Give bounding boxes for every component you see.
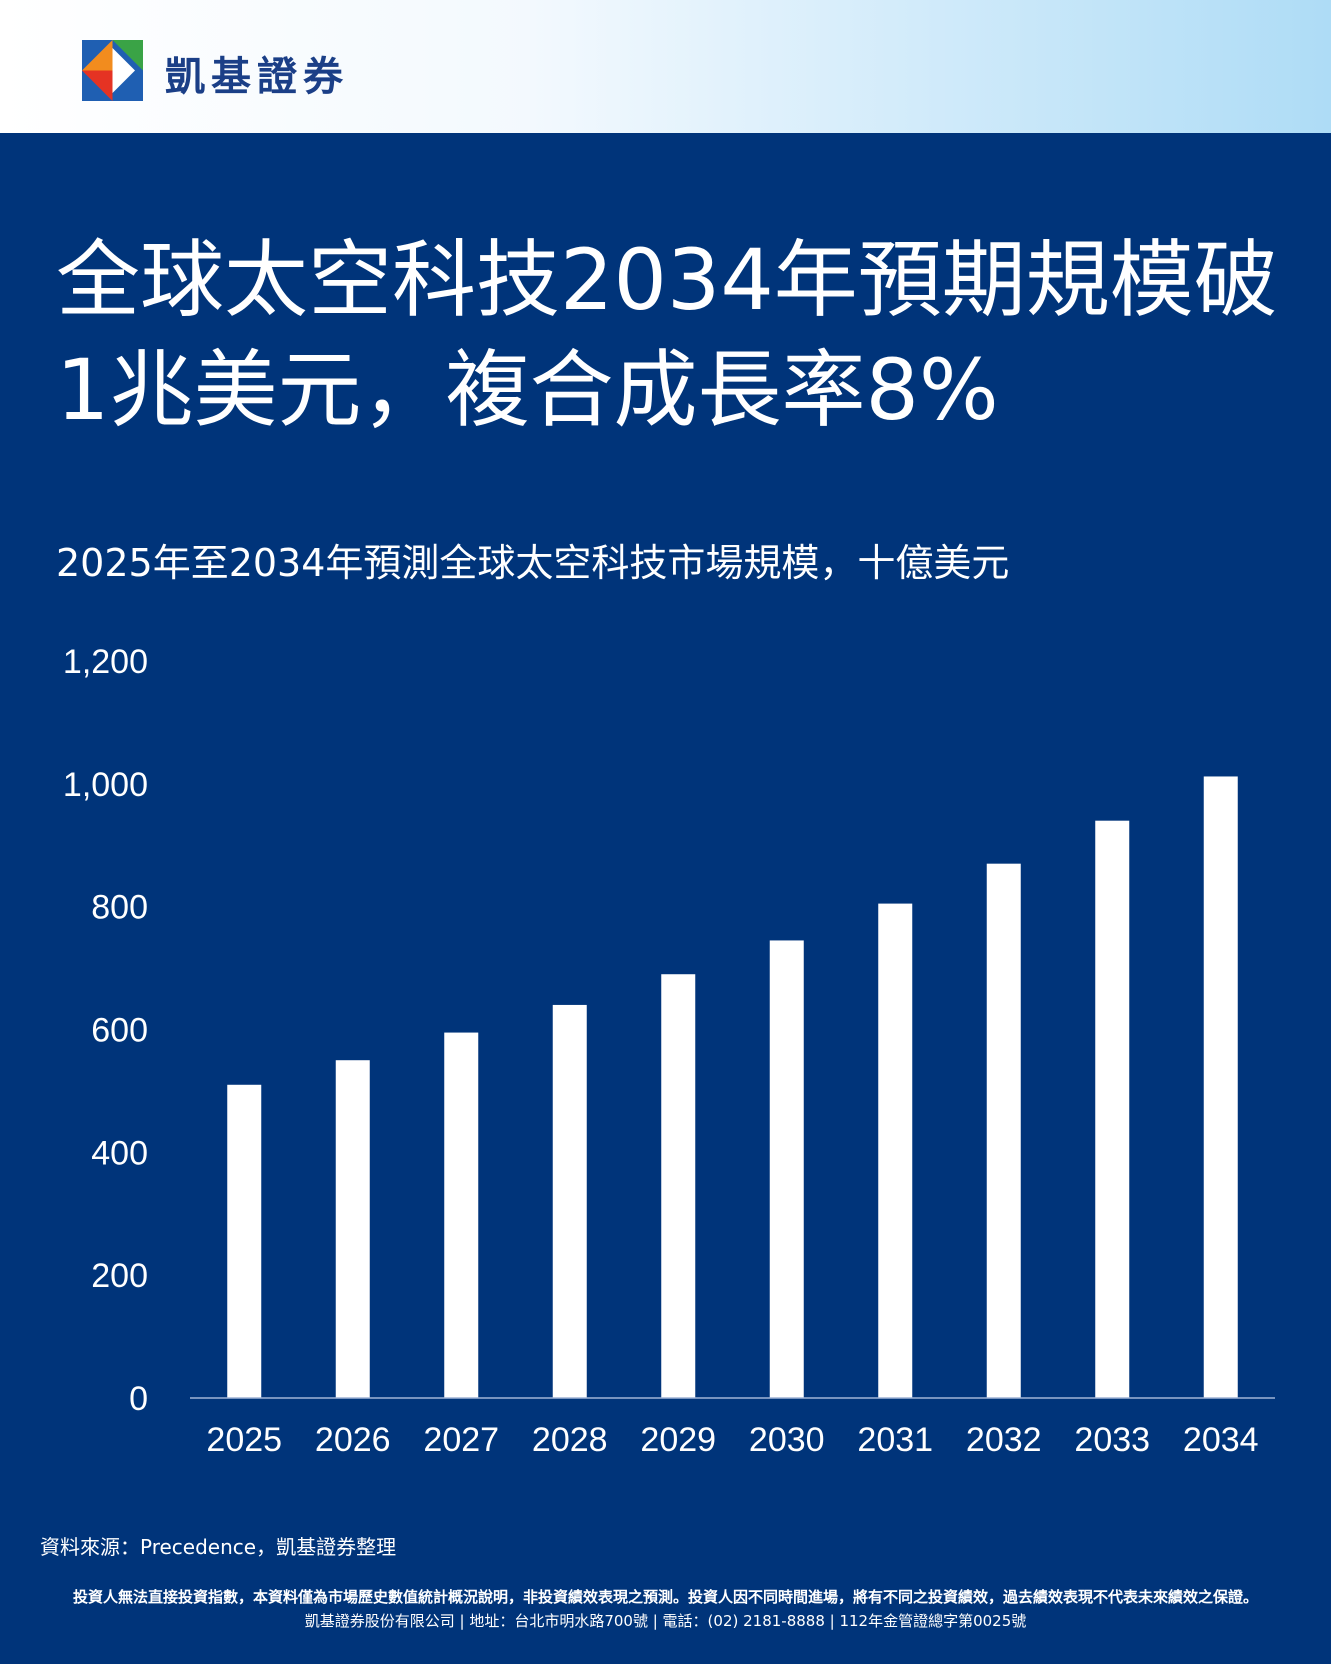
x-tick-label: 2031 xyxy=(857,1421,933,1459)
bar xyxy=(444,1032,479,1398)
x-tick-label: 2034 xyxy=(1183,1421,1259,1459)
y-tick-label: 600 xyxy=(91,1012,148,1050)
bar xyxy=(552,1004,587,1398)
y-tick-label: 1,000 xyxy=(63,766,148,804)
logo-white xyxy=(112,48,135,93)
company-info: 凱基證券股份有限公司 | 地址：台北市明水路700號 | 電話：(02) 218… xyxy=(304,1612,1027,1630)
y-tick-label: 800 xyxy=(91,889,148,927)
disclaimer-text: 投資人無法直接投資指數，本資料僅為市場歷史數值統計概況說明，非投資績效表現之預測… xyxy=(72,1588,1258,1606)
page-title: 全球太空科技2034年預期規模破 1兆美元，複合成長率8% xyxy=(56,225,1296,445)
bar xyxy=(986,863,1021,1398)
bar xyxy=(878,903,913,1398)
bar xyxy=(1203,776,1238,1398)
x-tick-label: 2027 xyxy=(423,1421,499,1459)
x-tick-label: 2033 xyxy=(1074,1421,1150,1459)
logo-red xyxy=(82,70,113,101)
kgi-logo-icon xyxy=(82,40,143,101)
bar xyxy=(335,1060,370,1398)
title-line-1: 全球太空科技2034年預期規模破 xyxy=(56,231,1278,329)
bar xyxy=(661,974,696,1398)
x-tick-label: 2025 xyxy=(206,1421,282,1459)
title-line-2: 1兆美元，複合成長率8% xyxy=(56,341,999,439)
bar xyxy=(1095,820,1130,1398)
bar xyxy=(227,1084,262,1398)
y-tick-label: 200 xyxy=(91,1257,148,1295)
chart-title: 2025年至2034年預測全球太空科技市場規模，十億美元 xyxy=(56,541,1010,585)
header-banner: 凱基證券 xyxy=(0,0,1331,133)
brand-name: 凱基證券 xyxy=(165,54,349,100)
bar xyxy=(769,940,804,1398)
logo-green xyxy=(112,40,143,71)
y-tick-label: 0 xyxy=(129,1380,148,1418)
logo-orange xyxy=(82,40,113,71)
x-tick-label: 2028 xyxy=(532,1421,608,1459)
x-tick-label: 2029 xyxy=(640,1421,716,1459)
y-tick-label: 1,200 xyxy=(63,643,148,681)
source-note: 資料來源：Precedence，凱基證券整理 xyxy=(40,1535,397,1559)
y-tick-label: 400 xyxy=(91,1134,148,1172)
x-tick-label: 2026 xyxy=(315,1421,391,1459)
x-tick-label: 2030 xyxy=(749,1421,825,1459)
bar-chart: 0 200 400 600 800 1,000 1,200 2025 2026 2027 2028 2… xyxy=(63,643,1275,1459)
x-tick-label: 2032 xyxy=(966,1421,1042,1459)
